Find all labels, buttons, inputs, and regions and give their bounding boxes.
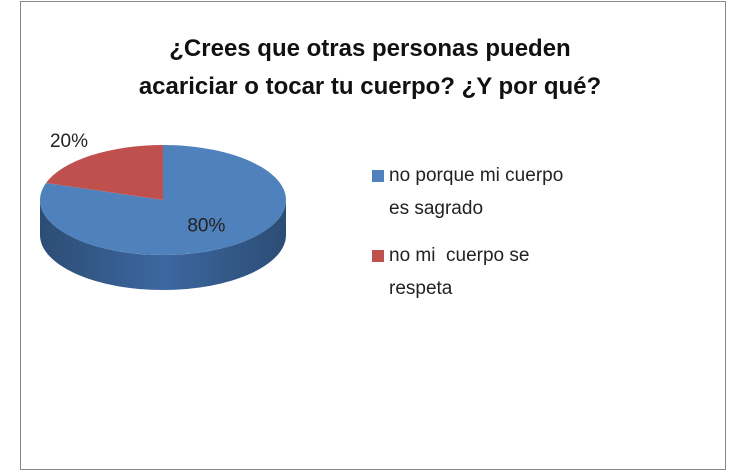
chart-title: ¿Crees que otras personas pueden acarici… xyxy=(138,35,602,100)
legend-label: no mi cuerpo se respeta xyxy=(389,245,535,299)
legend-item: no porque mi cuerpo es sagrado xyxy=(389,165,564,219)
legend: no porque mi cuerpo es sagrado no mi cuer… xyxy=(372,165,564,299)
title-box: ¿Crees que otras personas pueden acarici… xyxy=(138,35,602,100)
slice-side xyxy=(40,200,286,290)
legend-item: no mi cuerpo se respeta xyxy=(389,245,535,299)
legend-label: no porque mi cuerpo es sagrado xyxy=(389,165,564,219)
pie: 80% 20% xyxy=(39,131,287,290)
data-label: 80% xyxy=(187,216,225,237)
data-label: 20% xyxy=(50,131,88,152)
legend-swatch xyxy=(372,170,384,182)
slice xyxy=(46,145,163,200)
legend-swatch xyxy=(372,250,384,262)
